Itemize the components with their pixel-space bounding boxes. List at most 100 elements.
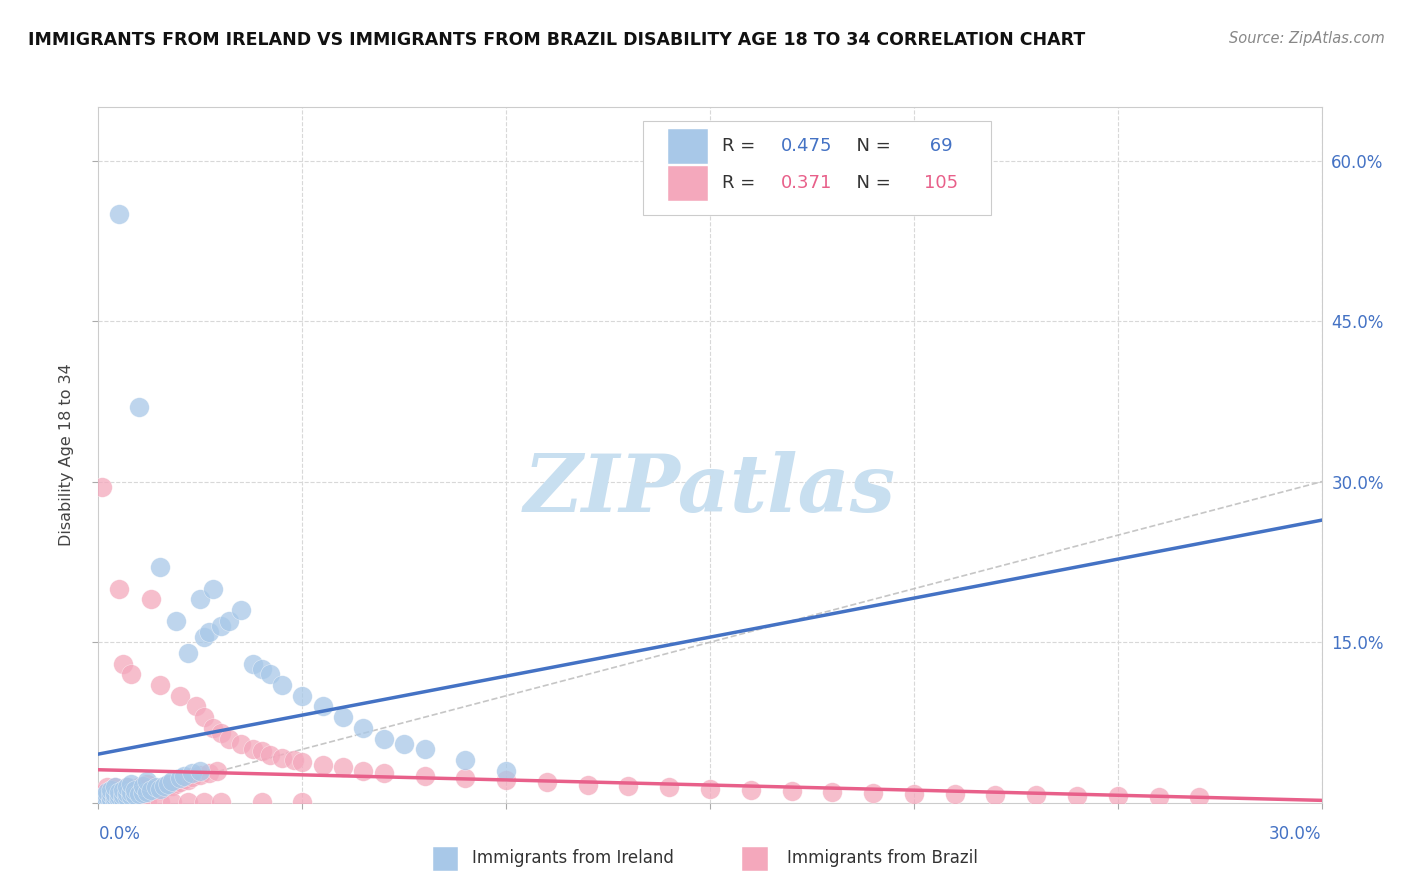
Point <box>108 789 131 804</box>
Point <box>173 772 195 787</box>
Point <box>495 773 517 788</box>
Point <box>160 795 183 809</box>
Point <box>821 785 844 799</box>
Point <box>250 744 273 758</box>
Point <box>242 657 264 671</box>
Point <box>91 795 114 809</box>
Point <box>91 792 114 806</box>
Point <box>188 764 212 778</box>
Point <box>120 776 142 790</box>
Point <box>160 779 183 793</box>
Point <box>209 619 232 633</box>
Point <box>156 776 179 790</box>
Point <box>193 710 215 724</box>
Point <box>352 764 374 778</box>
Point <box>188 768 212 782</box>
Point <box>124 783 146 797</box>
Point <box>352 721 374 735</box>
Point <box>120 789 142 804</box>
Point <box>141 592 163 607</box>
Point <box>108 785 131 799</box>
Point <box>96 792 118 806</box>
Text: 69: 69 <box>924 136 953 154</box>
Point <box>141 783 163 797</box>
Text: 0.0%: 0.0% <box>98 825 141 843</box>
Point <box>291 795 314 809</box>
Point <box>104 787 127 801</box>
Point <box>136 785 159 799</box>
Point <box>104 786 127 800</box>
Text: 30.0%: 30.0% <box>1270 825 1322 843</box>
Point <box>1107 789 1129 804</box>
Point <box>181 770 204 784</box>
Point <box>132 786 155 800</box>
Point <box>259 667 281 681</box>
Point <box>96 791 118 805</box>
Point <box>100 783 122 797</box>
Point <box>231 737 253 751</box>
Point <box>96 780 118 794</box>
Point <box>128 787 150 801</box>
Point <box>373 731 395 746</box>
Point <box>108 785 131 799</box>
Point <box>413 742 436 756</box>
Point <box>201 721 224 735</box>
Text: N =: N = <box>845 174 896 192</box>
Point <box>91 787 114 801</box>
Point <box>91 790 114 805</box>
Text: N =: N = <box>845 136 896 154</box>
Point <box>188 592 212 607</box>
Point <box>149 678 172 692</box>
Point <box>209 795 232 809</box>
Point <box>111 789 134 803</box>
Point <box>197 765 219 780</box>
Point <box>96 789 118 804</box>
Point <box>115 780 138 794</box>
Point <box>984 789 1007 803</box>
Point <box>96 789 118 804</box>
Point <box>209 726 232 740</box>
FancyBboxPatch shape <box>668 129 707 164</box>
Point <box>177 646 200 660</box>
Point <box>312 699 335 714</box>
Text: Immigrants from Brazil: Immigrants from Brazil <box>766 849 977 867</box>
Point <box>108 582 131 596</box>
Point <box>242 742 264 756</box>
Point <box>197 624 219 639</box>
Point <box>218 731 240 746</box>
Point <box>124 789 146 803</box>
Point <box>96 795 118 809</box>
Point <box>495 764 517 778</box>
Point <box>115 790 138 805</box>
Point <box>392 737 416 751</box>
Point <box>312 758 335 772</box>
Point <box>96 795 118 809</box>
Bar <box>742 847 768 871</box>
Point <box>115 790 138 805</box>
Point <box>91 795 114 809</box>
Point <box>104 794 127 808</box>
Text: R =: R = <box>723 174 761 192</box>
Point <box>115 786 138 800</box>
Point <box>111 783 134 797</box>
Point <box>1147 790 1170 805</box>
Point <box>152 779 174 793</box>
Point <box>156 778 179 792</box>
Bar <box>433 847 458 871</box>
Point <box>132 779 155 793</box>
Y-axis label: Disability Age 18 to 34: Disability Age 18 to 34 <box>59 364 75 546</box>
Point <box>181 765 204 780</box>
Point <box>111 789 134 803</box>
Point <box>104 780 127 794</box>
Point <box>96 785 118 799</box>
Point <box>149 560 172 574</box>
Text: Source: ZipAtlas.com: Source: ZipAtlas.com <box>1229 31 1385 46</box>
Point <box>373 765 395 780</box>
Point <box>100 791 122 805</box>
Point <box>291 689 314 703</box>
Point <box>413 769 436 783</box>
Point <box>149 783 172 797</box>
Point <box>100 783 122 797</box>
Point <box>165 776 187 790</box>
Point <box>111 791 134 805</box>
